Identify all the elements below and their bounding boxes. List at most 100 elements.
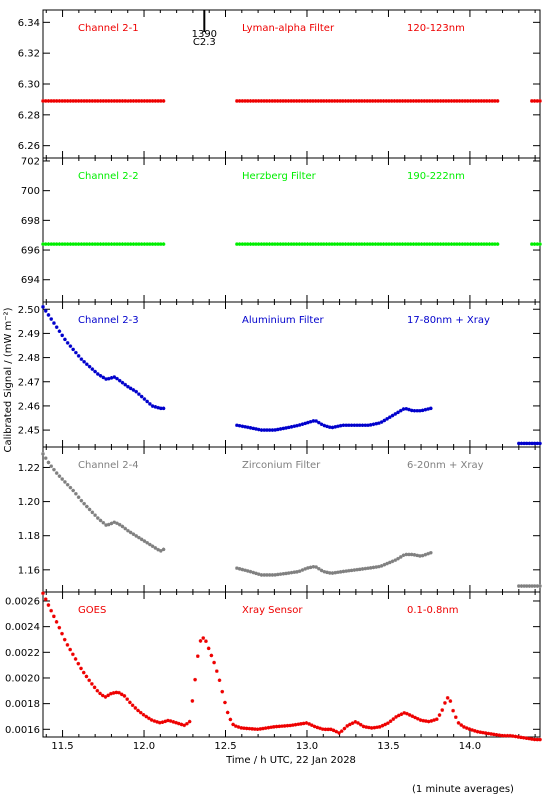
data-point — [109, 691, 113, 696]
data-point — [74, 99, 78, 103]
data-point — [270, 428, 275, 432]
data-point — [269, 725, 273, 730]
y-tick-label: 694 — [21, 275, 40, 286]
data-point — [278, 572, 283, 576]
data-point — [538, 441, 542, 446]
data-point — [262, 242, 266, 246]
data-point — [41, 99, 45, 103]
x-tick-label: 12.0 — [133, 741, 155, 752]
data-point — [68, 242, 73, 246]
data-point — [79, 99, 84, 103]
data-point — [209, 653, 214, 658]
data-point — [422, 242, 427, 246]
data-point — [382, 418, 387, 423]
data-point — [76, 242, 81, 246]
event-marker-label: 1390 — [192, 29, 217, 40]
data-point — [254, 99, 258, 103]
data-point — [326, 727, 330, 732]
data-point — [366, 423, 370, 428]
data-point — [344, 569, 348, 573]
data-point — [142, 539, 147, 543]
data-point — [137, 535, 141, 540]
data-point — [314, 565, 318, 569]
panel-label: Xray Sensor — [242, 605, 303, 616]
data-point — [142, 242, 147, 246]
data-point — [445, 696, 450, 700]
data-point — [294, 242, 299, 246]
data-point — [401, 553, 406, 558]
data-point — [478, 730, 483, 735]
data-point — [492, 732, 496, 737]
data-point — [130, 703, 135, 708]
data-point — [433, 242, 437, 246]
data-point — [349, 568, 354, 573]
data-point — [243, 424, 247, 429]
data-point — [101, 242, 106, 246]
data-point — [395, 242, 399, 246]
data-point — [215, 669, 219, 673]
data-point — [43, 242, 48, 246]
data-point — [517, 584, 521, 588]
data-point — [120, 242, 125, 246]
data-point — [422, 99, 427, 103]
data-point — [46, 99, 51, 103]
data-point — [538, 99, 542, 103]
data-point — [85, 362, 89, 367]
data-point — [297, 569, 302, 573]
data-point — [351, 242, 356, 246]
data-point — [360, 99, 364, 103]
data-point — [139, 99, 144, 103]
data-point — [346, 99, 351, 103]
data-point — [530, 99, 534, 103]
data-point — [388, 415, 392, 419]
data-point — [156, 242, 160, 246]
data-point — [293, 722, 298, 727]
data-point — [426, 407, 430, 411]
data-point — [253, 727, 257, 731]
data-point — [387, 242, 391, 246]
data-point — [134, 242, 138, 246]
data-point — [337, 731, 341, 735]
data-point — [90, 510, 95, 515]
data-point — [254, 427, 258, 431]
data-point — [457, 242, 462, 246]
data-point — [366, 566, 370, 571]
data-point — [106, 376, 111, 381]
data-point — [379, 242, 383, 246]
y-tick-label: 0.0018 — [5, 699, 40, 710]
data-point — [161, 406, 166, 411]
panel-label: 120-123nm — [407, 23, 465, 34]
data-point — [385, 416, 389, 421]
data-point — [104, 99, 108, 103]
data-point — [463, 242, 467, 246]
data-point — [538, 242, 542, 246]
y-tick-label: 1.18 — [18, 531, 40, 542]
data-point — [265, 428, 269, 432]
data-point — [384, 242, 389, 246]
data-point — [532, 441, 537, 446]
y-tick-label: 696 — [21, 246, 40, 257]
data-point — [247, 726, 252, 731]
data-point — [401, 407, 406, 411]
data-point — [319, 422, 324, 427]
data-point — [338, 423, 343, 428]
data-point — [128, 99, 133, 103]
data-point — [363, 423, 368, 428]
data-point — [535, 441, 540, 446]
data-point — [373, 242, 378, 246]
data-point — [112, 375, 117, 379]
data-point — [117, 99, 122, 103]
data-point — [393, 558, 398, 562]
data-point — [318, 726, 322, 731]
data-point — [255, 727, 260, 732]
data-point — [489, 732, 493, 736]
data-point — [364, 725, 368, 729]
data-point — [295, 570, 299, 574]
data-point — [161, 547, 166, 552]
x-tick-label: 13.5 — [377, 741, 399, 752]
data-point — [43, 309, 48, 313]
data-point — [103, 695, 108, 699]
data-point — [455, 242, 459, 246]
data-point — [429, 719, 434, 723]
data-point — [82, 359, 86, 364]
